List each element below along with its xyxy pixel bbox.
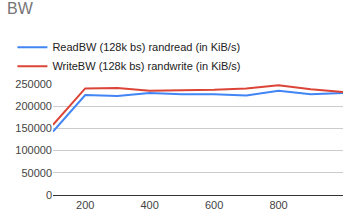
- svg-text:WriteBW (128k bs) randwrite (i: WriteBW (128k bs) randwrite (in KiB/s): [52, 60, 240, 72]
- svg-text:BW: BW: [7, 0, 34, 17]
- svg-text:150000: 150000: [15, 122, 52, 134]
- svg-text:400: 400: [140, 199, 158, 211]
- svg-text:800: 800: [269, 199, 287, 211]
- svg-text:600: 600: [205, 199, 223, 211]
- svg-text:50000: 50000: [21, 167, 52, 179]
- svg-text:200000: 200000: [15, 100, 52, 112]
- svg-text:0: 0: [46, 189, 52, 201]
- svg-text:250000: 250000: [15, 78, 52, 90]
- svg-text:200: 200: [76, 199, 94, 211]
- svg-text:100000: 100000: [15, 144, 52, 156]
- svg-text:ReadBW (128k bs) randread (in: ReadBW (128k bs) randread (in KiB/s): [52, 41, 240, 53]
